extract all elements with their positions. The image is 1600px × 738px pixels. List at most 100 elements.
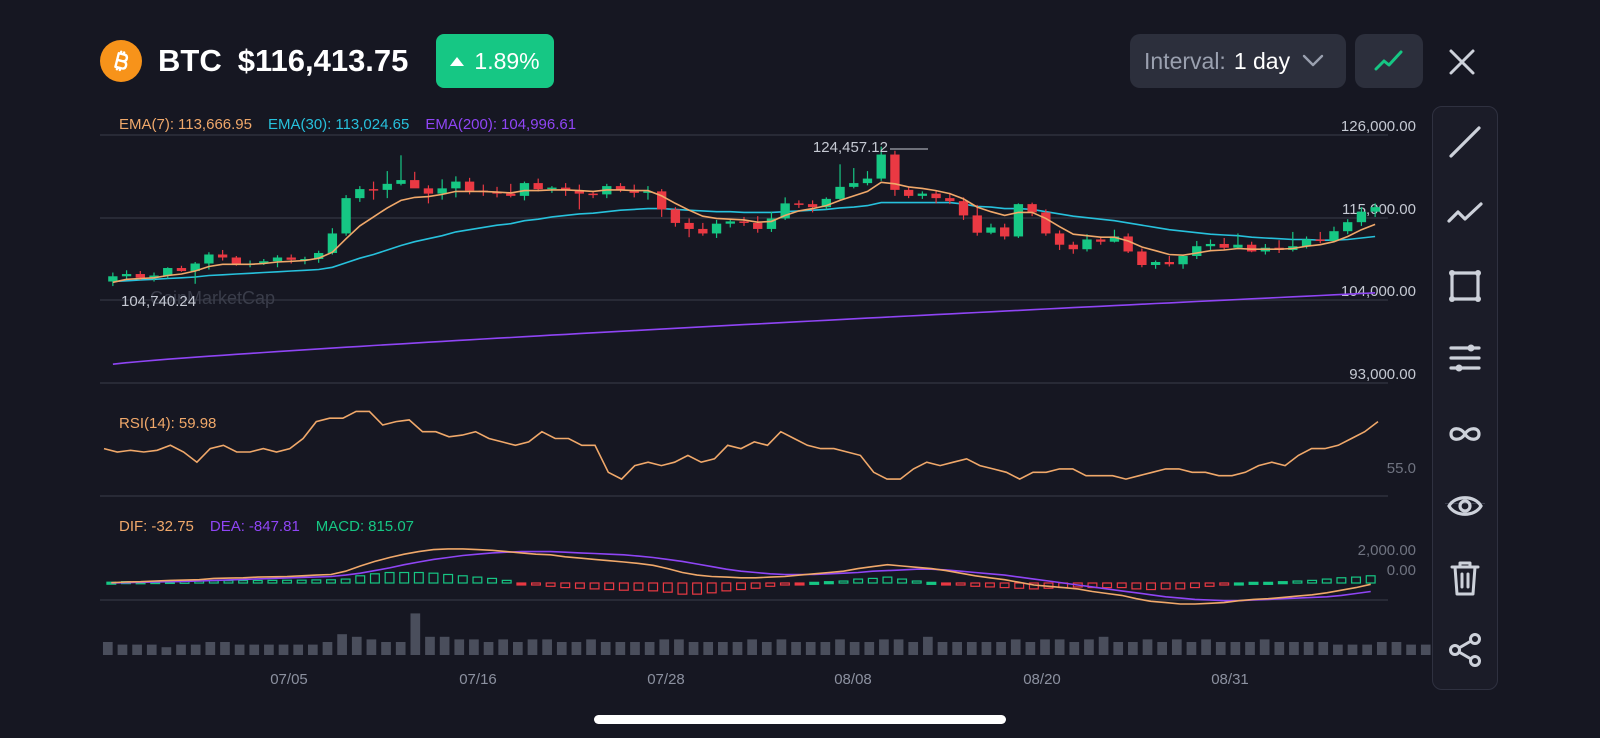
volume-bar — [527, 639, 538, 655]
volume-bar — [556, 642, 567, 655]
volume-bar — [820, 642, 831, 655]
candle — [986, 223, 996, 235]
interval-dropdown[interactable]: Interval: 1 day — [1130, 34, 1346, 88]
volume-bar — [1201, 639, 1211, 655]
close-button[interactable] — [1440, 40, 1484, 84]
chart-type-button[interactable] — [1355, 34, 1423, 88]
candle — [1329, 226, 1339, 243]
candle — [1041, 209, 1051, 236]
volume-bar — [908, 642, 919, 655]
macd-bar — [867, 577, 878, 584]
volume-bar — [220, 642, 230, 655]
line-chart-icon — [1374, 50, 1403, 71]
rsi-line — [103, 410, 1379, 481]
candle-body — [190, 263, 200, 272]
macd-bar — [692, 582, 703, 595]
candle — [533, 178, 543, 192]
macd-bar — [1175, 582, 1186, 590]
volume-bar — [674, 639, 684, 655]
macd-bar — [1189, 582, 1200, 589]
volume-bar — [761, 642, 772, 655]
candle-body — [588, 193, 598, 196]
interval-value: 1 day — [1233, 47, 1291, 74]
candle — [1274, 240, 1284, 253]
volume-bar — [190, 644, 201, 655]
candle — [382, 171, 392, 199]
macd-bar — [428, 572, 439, 584]
candle — [643, 186, 653, 200]
candle-body — [643, 191, 653, 193]
date-tick-label: 08/20 — [1023, 671, 1061, 688]
volume-bar — [644, 642, 655, 655]
candle-body — [1164, 262, 1174, 265]
trend-line-tool[interactable] — [1442, 119, 1488, 165]
trash-icon — [1450, 561, 1480, 596]
polyline-tool[interactable] — [1442, 191, 1488, 237]
volume-bar — [293, 644, 304, 655]
volume-bar — [893, 639, 904, 655]
macd-bar — [677, 582, 688, 595]
macd-bar — [443, 573, 454, 584]
candle — [1123, 233, 1133, 253]
macd-bar — [1321, 578, 1332, 584]
macd-tick-label: 0.00 — [1387, 562, 1416, 579]
candle-body — [1370, 207, 1380, 212]
high-price-annotation: 124,457.12 — [813, 139, 888, 156]
candle-body — [382, 183, 392, 190]
volume-bar — [1406, 644, 1416, 655]
rsi-value: 59.98 — [179, 415, 217, 432]
chevron-down-icon — [1302, 54, 1324, 67]
candle-body — [780, 203, 790, 219]
macd-bar — [340, 578, 351, 584]
ticker-header: BTC $116,413.75 1.89% — [100, 34, 554, 88]
parallel-lines-tool[interactable] — [1442, 335, 1488, 381]
macd-bar — [399, 571, 410, 584]
candle — [876, 146, 886, 181]
home-indicator[interactable] — [594, 715, 1006, 724]
volume-bar — [1215, 642, 1226, 655]
candle-body — [821, 198, 831, 208]
macd-bar — [984, 582, 995, 588]
macd-bar — [472, 576, 483, 584]
candle-body — [341, 198, 351, 234]
candle-body — [163, 268, 173, 276]
macd-bar — [1336, 577, 1347, 584]
candle-body — [217, 254, 228, 258]
candle-body — [657, 191, 667, 210]
candle — [1150, 260, 1161, 269]
candle-body — [684, 222, 694, 229]
volume-bar — [1113, 642, 1124, 655]
candle-body — [1000, 227, 1010, 237]
candle — [451, 176, 461, 198]
macd-bar — [823, 581, 834, 585]
volume-bar — [747, 639, 757, 655]
infinity-tool[interactable] — [1442, 411, 1488, 457]
candle-body — [1054, 233, 1065, 245]
macd-bar — [1131, 582, 1142, 590]
delete-tool[interactable] — [1442, 555, 1488, 601]
macd-bar — [1160, 582, 1171, 590]
ema30-value: 113,024.65 — [335, 116, 409, 133]
candle — [670, 207, 681, 227]
volume-bar — [542, 639, 552, 655]
candle — [958, 197, 969, 220]
volume-bar — [600, 642, 611, 655]
candle-body — [698, 228, 708, 234]
candle-body — [176, 268, 187, 272]
share-tool[interactable] — [1442, 627, 1488, 673]
volume-bar — [1128, 642, 1138, 655]
macd-bar — [369, 573, 380, 584]
ema30-line — [112, 201, 1376, 283]
volume-bar — [586, 639, 596, 655]
visibility-tool[interactable] — [1442, 483, 1488, 529]
candle-body — [355, 189, 365, 199]
candle — [725, 219, 735, 228]
candle-body — [1315, 239, 1325, 241]
volume-bar — [966, 642, 977, 655]
rectangle-tool[interactable] — [1442, 263, 1488, 309]
candle — [862, 171, 873, 186]
candle — [903, 186, 914, 199]
volume-bar — [1054, 639, 1065, 655]
candle-body — [876, 154, 886, 179]
